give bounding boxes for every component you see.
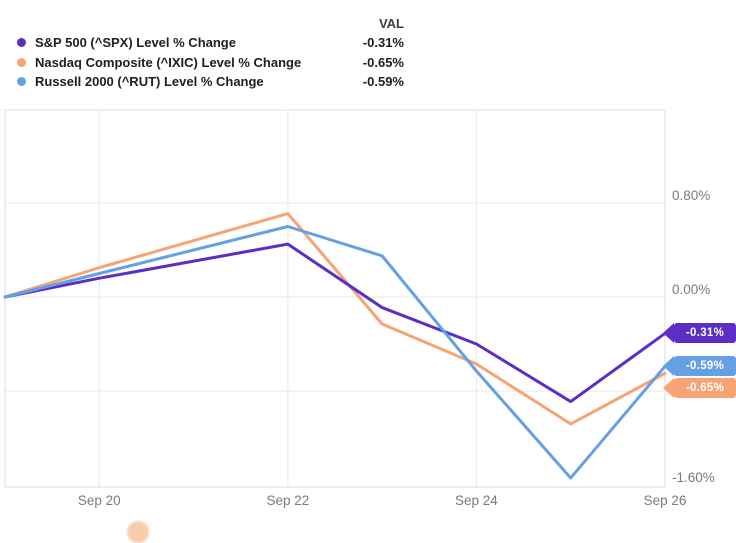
- rut-series-dot-icon: [17, 77, 26, 87]
- tag-text: -0.31%: [685, 327, 725, 340]
- x-axis-tick: Sep 24: [455, 493, 498, 508]
- tag-text: -0.65%: [685, 382, 725, 395]
- line-chart-plot-area[interactable]: [0, 0, 736, 527]
- legend-item-ixic[interactable]: Nasdaq Composite (^IXIC) Level % Change …: [14, 53, 404, 73]
- legend-value: -0.65%: [362, 54, 404, 70]
- tag-text: -0.59%: [685, 360, 725, 373]
- cropped-orange-dot-artifact: [127, 521, 149, 543]
- tag-arrow-icon: [663, 378, 674, 399]
- y-axis-tick: 0.00%: [672, 282, 711, 297]
- ixic-series-dot-icon: [17, 57, 26, 67]
- legend-item-spx[interactable]: S&P 500 (^SPX) Level % Change -0.31%: [14, 33, 404, 53]
- spx-series-dot-icon: [17, 38, 26, 48]
- chart-legend: VAL S&P 500 (^SPX) Level % Change -0.31%…: [14, 14, 404, 92]
- legend-val-header: VAL: [378, 16, 404, 31]
- legend-item-rut[interactable]: Russell 2000 (^RUT) Level % Change -0.59…: [14, 72, 404, 92]
- spx-last-value-tag: -0.31%: [663, 323, 736, 344]
- tag-arrow-icon: [663, 356, 674, 377]
- rut-last-value-tag: -0.59%: [663, 356, 736, 377]
- y-axis-tick: -1.60%: [672, 470, 715, 485]
- ixic-last-value-tag: -0.65%: [663, 378, 736, 399]
- legend-label: Russell 2000 (^RUT) Level % Change: [35, 74, 264, 90]
- tag-arrow-icon: [663, 323, 674, 344]
- legend-value: -0.31%: [362, 35, 404, 51]
- legend-value: -0.59%: [362, 74, 404, 90]
- x-axis-tick: Sep 26: [643, 493, 687, 508]
- legend-label: S&P 500 (^SPX) Level % Change: [35, 35, 236, 51]
- x-axis-tick: Sep 22: [266, 493, 310, 508]
- x-axis-tick: Sep 20: [77, 493, 121, 508]
- y-axis-tick: 0.80%: [672, 188, 711, 203]
- legend-label: Nasdaq Composite (^IXIC) Level % Change: [35, 54, 302, 70]
